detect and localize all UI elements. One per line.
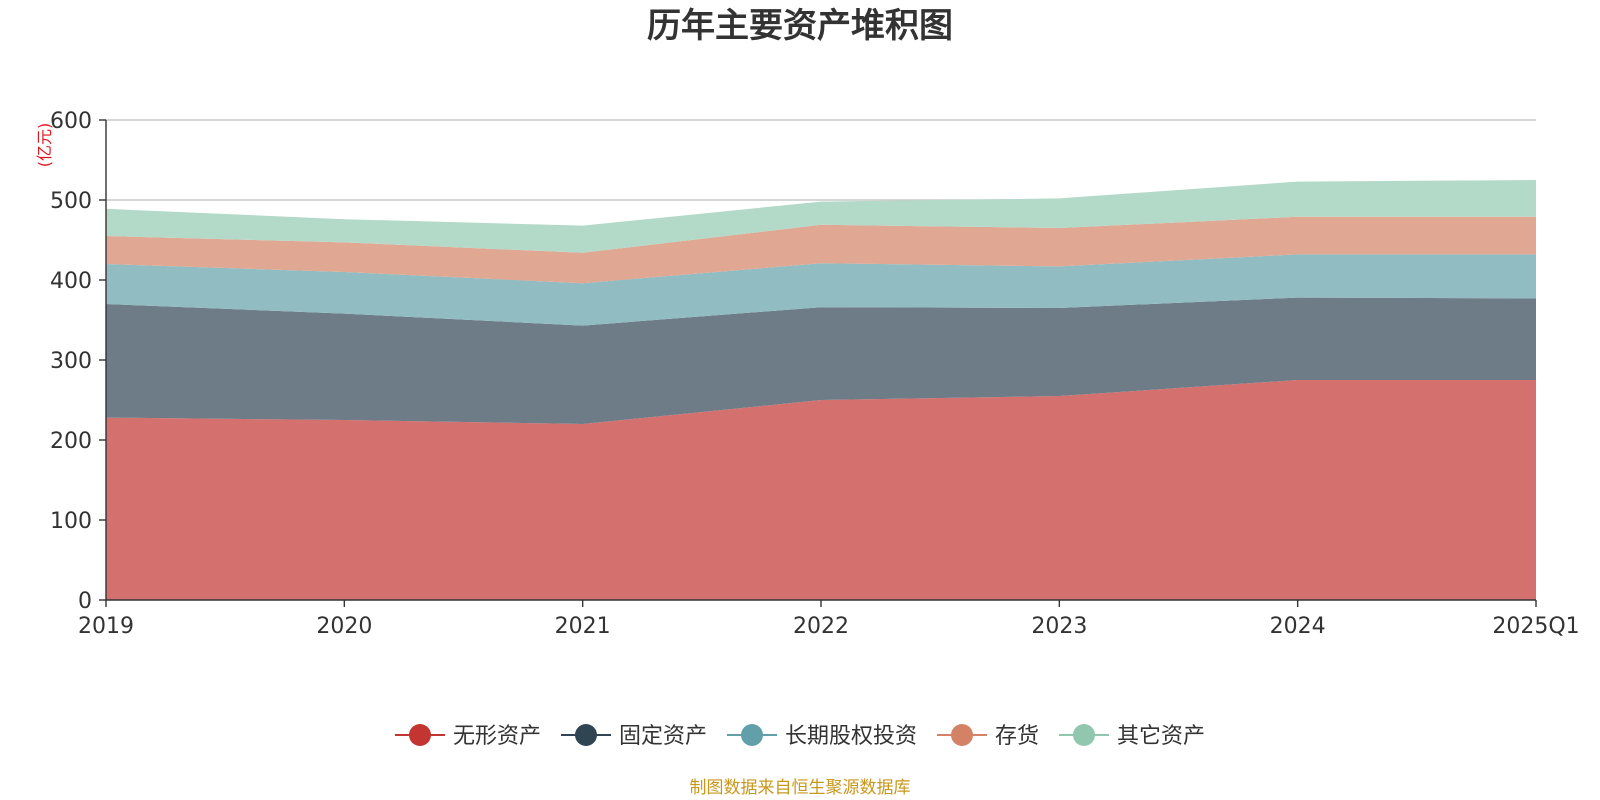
legend-marker-icon bbox=[1073, 724, 1095, 746]
x-tick-label: 2019 bbox=[78, 614, 134, 639]
legend-item-无形资产[interactable]: 无形资产 bbox=[395, 724, 541, 749]
legend-label: 其它资产 bbox=[1117, 724, 1205, 749]
data-source-note: 制图数据来自恒生聚源数据库 bbox=[690, 778, 911, 798]
y-tick-label: 400 bbox=[50, 269, 92, 294]
legend-label: 固定资产 bbox=[619, 724, 707, 749]
legend: 无形资产 固定资产 长期股权投资 存货 其它资产 bbox=[395, 724, 1205, 749]
legend-marker-icon bbox=[951, 724, 973, 746]
area-无形资产 bbox=[106, 380, 1536, 600]
area-固定资产 bbox=[106, 297, 1536, 424]
x-tick-label: 2020 bbox=[316, 614, 372, 639]
legend-item-其它资产[interactable]: 其它资产 bbox=[1059, 724, 1205, 749]
legend-marker-icon bbox=[741, 724, 763, 746]
area-存货 bbox=[106, 216, 1536, 284]
legend-label: 无形资产 bbox=[453, 724, 541, 749]
y-tick-label: 100 bbox=[50, 509, 92, 534]
area-长期股权投资 bbox=[106, 254, 1536, 326]
y-tick-label: 200 bbox=[50, 429, 92, 454]
axes: 0 100 200 300 400 500 600 2019 2020 2021 2022 2023 2… bbox=[50, 109, 1580, 639]
area-其它资产 bbox=[106, 180, 1536, 253]
legend-label: 长期股权投资 bbox=[785, 724, 917, 749]
y-axis-unit-label: (亿元) bbox=[35, 123, 54, 168]
legend-item-固定资产[interactable]: 固定资产 bbox=[561, 724, 707, 749]
x-tick-label: 2025Q1 bbox=[1492, 614, 1579, 639]
y-tick-label: 600 bbox=[50, 109, 92, 134]
y-tick-label: 500 bbox=[50, 189, 92, 214]
x-tick-label: 2022 bbox=[793, 614, 849, 639]
legend-label: 存货 bbox=[995, 724, 1039, 749]
chart-title: 历年主要资产堆积图 bbox=[647, 6, 953, 46]
x-tick-label: 2023 bbox=[1031, 614, 1087, 639]
area-series bbox=[106, 180, 1536, 600]
x-tick-label: 2024 bbox=[1270, 614, 1326, 639]
y-tick-label: 300 bbox=[50, 349, 92, 374]
legend-marker-icon bbox=[575, 724, 597, 746]
legend-item-长期股权投资[interactable]: 长期股权投资 bbox=[727, 724, 917, 749]
legend-item-存货[interactable]: 存货 bbox=[937, 724, 1039, 749]
legend-marker-icon bbox=[409, 724, 431, 746]
y-tick-label: 0 bbox=[78, 589, 92, 614]
x-tick-label: 2021 bbox=[555, 614, 611, 639]
